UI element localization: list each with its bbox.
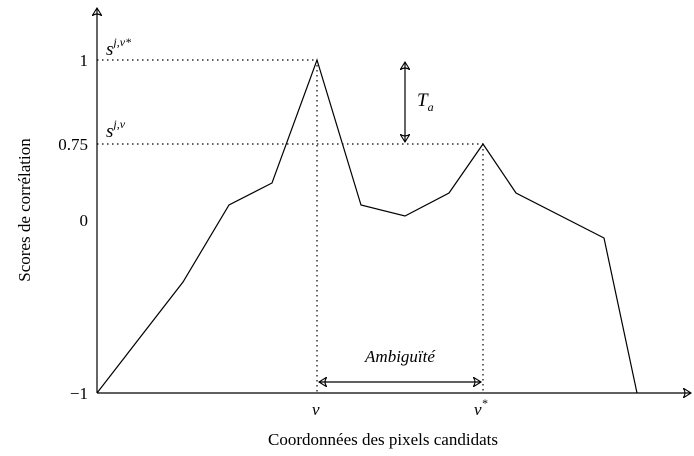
- annotation: sj,v*: [106, 35, 131, 60]
- y-tick-label: −1: [70, 384, 88, 403]
- label-base: T: [417, 90, 429, 111]
- label-sup: *: [482, 396, 488, 410]
- y-tick-label: 0.75: [58, 135, 88, 154]
- annotation: Ta: [417, 90, 434, 114]
- label-base: s: [106, 39, 113, 60]
- label-base: s: [106, 121, 113, 142]
- label-base: v: [474, 400, 482, 419]
- x-tick-label: v*: [474, 396, 488, 419]
- y-axis-label: Scores de corrélation: [15, 138, 34, 282]
- x-axis-label: Coordonnées des pixels candidats: [268, 430, 498, 449]
- label-sup: j,v: [111, 117, 125, 131]
- curve: [96, 58, 638, 394]
- x-tick-label: v: [312, 400, 320, 419]
- y-tick-label: 0: [80, 211, 89, 230]
- label-sup: j,v*: [111, 35, 131, 49]
- y-tick-label: 1: [80, 51, 89, 70]
- label-base: v: [312, 400, 320, 419]
- annotation: Ambiguïté: [364, 347, 436, 366]
- annotation: sj,v: [106, 117, 126, 142]
- label-sub: a: [428, 100, 434, 114]
